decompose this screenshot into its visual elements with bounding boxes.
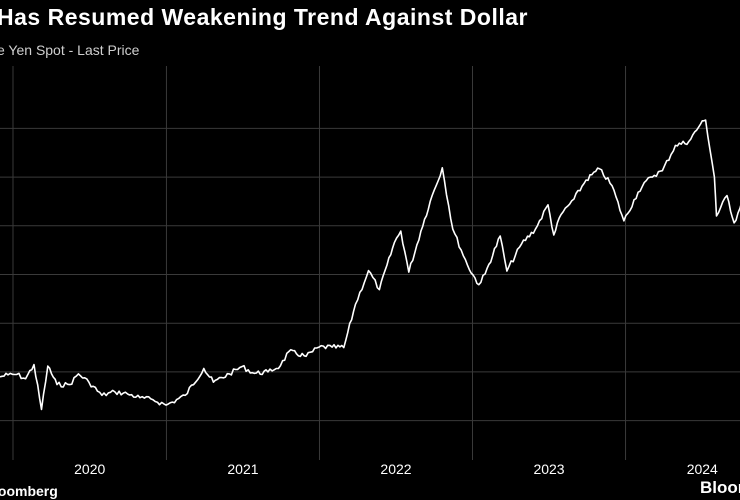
brand-logo-text: Bloom xyxy=(700,478,740,497)
horizontal-gridlines xyxy=(0,127,740,422)
x-tick-label: 2020 xyxy=(74,461,105,477)
x-tick-label: 2024 xyxy=(687,461,718,477)
source-credit: loomberg xyxy=(0,483,58,499)
chart-subtitle: e Yen Spot - Last Price xyxy=(0,42,140,58)
chart-title: Has Resumed Weakening Trend Against Doll… xyxy=(0,4,528,30)
x-tick-label: 2021 xyxy=(227,461,258,477)
x-tick-label: 2022 xyxy=(380,461,411,477)
series-line xyxy=(0,119,740,411)
vertical-gridlines xyxy=(12,66,627,460)
x-tick-label: 2023 xyxy=(533,461,564,477)
x-axis-tick-labels: 2020 2021 2022 2023 2024 xyxy=(74,461,718,477)
